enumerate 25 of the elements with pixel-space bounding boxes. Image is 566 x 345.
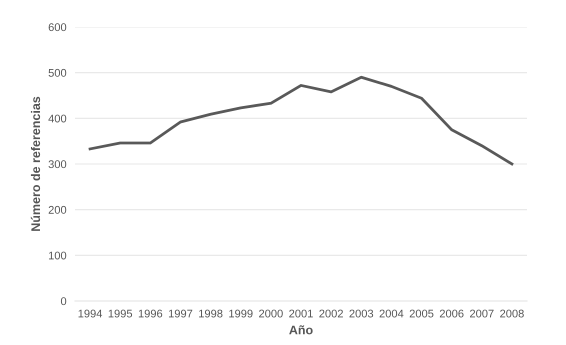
y-tick-label: 0 — [60, 297, 66, 306]
y-tick-label: 100 — [48, 252, 66, 260]
x-tick-label: 1997 — [168, 310, 192, 318]
x-axis-title: Año — [289, 325, 313, 334]
y-tick-label: 600 — [48, 23, 66, 32]
x-tick-label: 2004 — [380, 310, 404, 318]
y-axis-title: Número de referencias — [30, 96, 40, 231]
y-tick-label: 200 — [48, 206, 66, 214]
y-tick-label: 500 — [48, 68, 66, 77]
x-tick-label: 2008 — [500, 310, 524, 318]
x-tick-label: 1996 — [138, 310, 162, 318]
x-tick-label: 2007 — [470, 310, 494, 318]
x-tick-label: 1994 — [78, 310, 102, 318]
y-tick-label: 300 — [48, 160, 66, 168]
x-tick-label: 2005 — [410, 310, 434, 318]
x-tick-label: 1998 — [199, 310, 222, 318]
x-tick-label: 2006 — [440, 310, 464, 318]
y-tick-label: 400 — [48, 114, 66, 122]
x-tick-label: 1999 — [229, 310, 253, 318]
x-tick-label: 2003 — [349, 310, 374, 318]
x-tick-label: 2002 — [319, 310, 343, 318]
x-tick-label: 2000 — [259, 310, 283, 318]
line-series — [88, 76, 514, 166]
x-tick-label: 2001 — [289, 310, 313, 318]
x-tick-label: 1995 — [108, 310, 132, 318]
